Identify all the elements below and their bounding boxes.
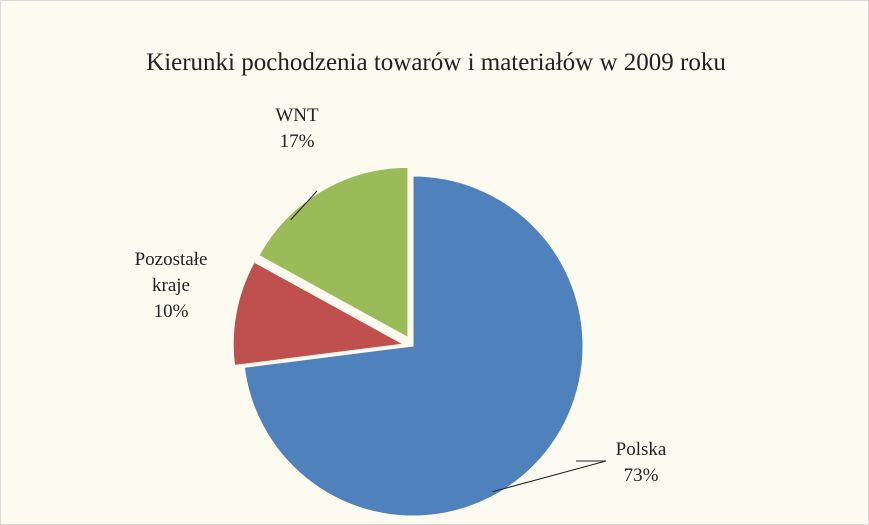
pie-slice <box>243 175 584 517</box>
label-value: 73% <box>623 465 659 486</box>
label-name: Pozostałe kraje <box>134 249 208 296</box>
data-label: Pozostałe kraje 10% <box>116 247 226 325</box>
label-value: 17% <box>279 131 315 152</box>
pie-slice <box>258 166 409 339</box>
label-name: WNT <box>275 105 319 126</box>
data-label: WNT 17% <box>242 103 352 155</box>
leader-line <box>492 460 607 493</box>
pie-slice <box>232 261 405 366</box>
label-name: Polska <box>615 439 667 460</box>
label-value: 10% <box>153 301 189 322</box>
chart-title: Kierunki pochodzenia towarów i materiałó… <box>146 49 726 76</box>
data-label: Polska 73% <box>586 437 696 489</box>
leader-line <box>290 190 318 221</box>
